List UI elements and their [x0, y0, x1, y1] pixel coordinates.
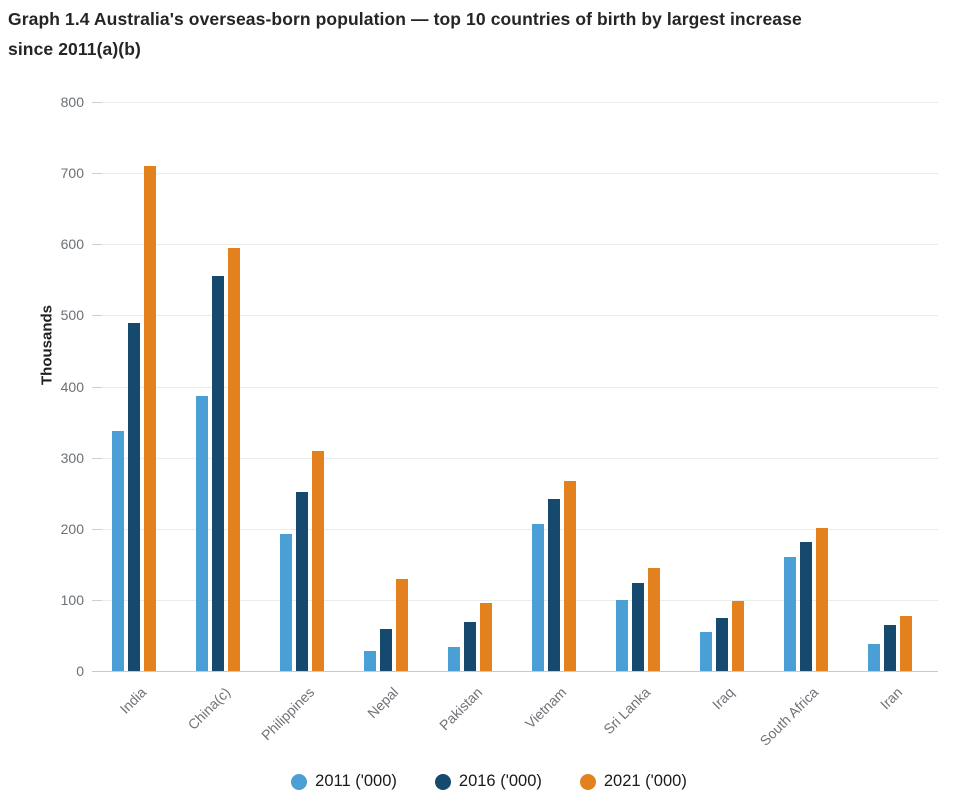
bar-2016-china-c-: [212, 275, 224, 671]
gridline-700: [92, 173, 938, 175]
gridline-500: [92, 315, 938, 317]
bar-group-iran: [868, 615, 912, 671]
x-tick-label-sri-lanka: Sri Lanka: [600, 684, 654, 738]
legend-marker-2021: [579, 773, 596, 790]
legend-marker-2011: [291, 773, 308, 790]
bar-group-vietnam: [532, 481, 576, 671]
y-tick-label-600: 600: [60, 236, 84, 253]
gridline-600: [92, 244, 938, 246]
bar-2011-sri-lanka: [616, 599, 628, 671]
bar-2021-sri-lanka: [648, 567, 660, 671]
plot-area: [92, 102, 938, 672]
bar-2011-vietnam: [532, 523, 544, 671]
y-tick-label-700: 700: [60, 165, 84, 182]
bar-2021-philippines: [312, 450, 324, 671]
bar-2011-china-c-: [196, 395, 208, 671]
bar-group-iraq: [700, 600, 744, 671]
bar-2011-south-africa: [784, 557, 796, 671]
bar-2021-china-c-: [228, 247, 240, 671]
bar-2021-india: [144, 166, 156, 671]
y-tick-label-300: 300: [60, 449, 84, 466]
bar-2011-iraq: [700, 631, 712, 671]
legend-label-2011: 2011 ('000): [315, 772, 397, 790]
gridline-800: [92, 102, 938, 103]
gridline-300: [92, 457, 938, 459]
x-tick-label-vietnam: Vietnam: [521, 684, 570, 732]
chart-title: Graph 1.4 Australia's overseas-born popu…: [8, 4, 944, 64]
bar-2016-iran: [884, 624, 896, 671]
bar-group-india: [112, 166, 156, 671]
bar-group-philippines: [280, 450, 324, 671]
legend-item-2011: 2011 ('000): [291, 772, 397, 791]
bar-2021-nepal: [396, 579, 408, 671]
x-tick-label-south-africa: South Africa: [756, 684, 822, 749]
y-tick-label-100: 100: [60, 591, 84, 608]
x-tick-label-nepal: Nepal: [364, 684, 402, 722]
bar-group-nepal: [364, 579, 408, 671]
bar-2011-pakistan: [448, 646, 460, 671]
bar-2011-india: [112, 431, 124, 671]
x-tick-label-india: India: [116, 684, 150, 717]
legend-item-2016: 2016 ('000): [434, 772, 542, 791]
bar-2021-pakistan: [480, 603, 492, 671]
bar-2016-south-africa: [800, 542, 812, 671]
x-tick-label-china-c-: China(c): [184, 684, 234, 733]
x-tick-label-pakistan: Pakistan: [436, 684, 486, 734]
bar-2016-philippines: [296, 491, 308, 671]
legend: 2011 ('000) 2016 ('000) 2021 ('000): [0, 772, 960, 791]
bar-2021-vietnam: [564, 481, 576, 671]
legend-label-2016: 2016 ('000): [458, 772, 542, 790]
chart-title-line2: since 2011(a)(b): [8, 39, 141, 59]
bar-group-pakistan: [448, 603, 492, 671]
bar-2016-nepal: [380, 629, 392, 671]
x-tick-label-iran: Iran: [876, 684, 906, 713]
bar-2011-philippines: [280, 533, 292, 671]
bar-group-china-c-: [196, 247, 240, 671]
x-tick-label-iraq: Iraq: [708, 684, 738, 713]
gridline-200: [92, 528, 938, 530]
bar-2011-nepal: [364, 651, 376, 671]
y-tick-label-800: 800: [60, 94, 84, 110]
bar-2021-iran: [900, 615, 912, 671]
x-tick-label-philippines: Philippines: [258, 684, 318, 744]
legend-item-2021: 2021 ('000): [579, 772, 687, 791]
bar-2021-iraq: [732, 600, 744, 671]
bar-2016-vietnam: [548, 498, 560, 671]
y-tick-label-0: 0: [76, 663, 84, 679]
y-tick-label-400: 400: [60, 378, 84, 395]
bar-2016-iraq: [716, 618, 728, 671]
bar-2016-sri-lanka: [632, 582, 644, 671]
bar-2021-south-africa: [816, 528, 828, 671]
legend-label-2021: 2021 ('000): [603, 772, 687, 790]
bar-2011-iran: [868, 643, 880, 671]
y-tick-label-500: 500: [60, 307, 84, 324]
bar-group-south-africa: [784, 528, 828, 671]
legend-marker-2016: [434, 773, 451, 790]
y-tick-label-200: 200: [60, 520, 84, 537]
gridline-400: [92, 386, 938, 388]
bar-group-sri-lanka: [616, 567, 660, 671]
gridline-100: [92, 599, 938, 601]
chart-title-line1: Graph 1.4 Australia's overseas-born popu…: [8, 9, 802, 29]
bar-2016-pakistan: [464, 621, 476, 671]
bar-2016-india: [128, 323, 140, 671]
